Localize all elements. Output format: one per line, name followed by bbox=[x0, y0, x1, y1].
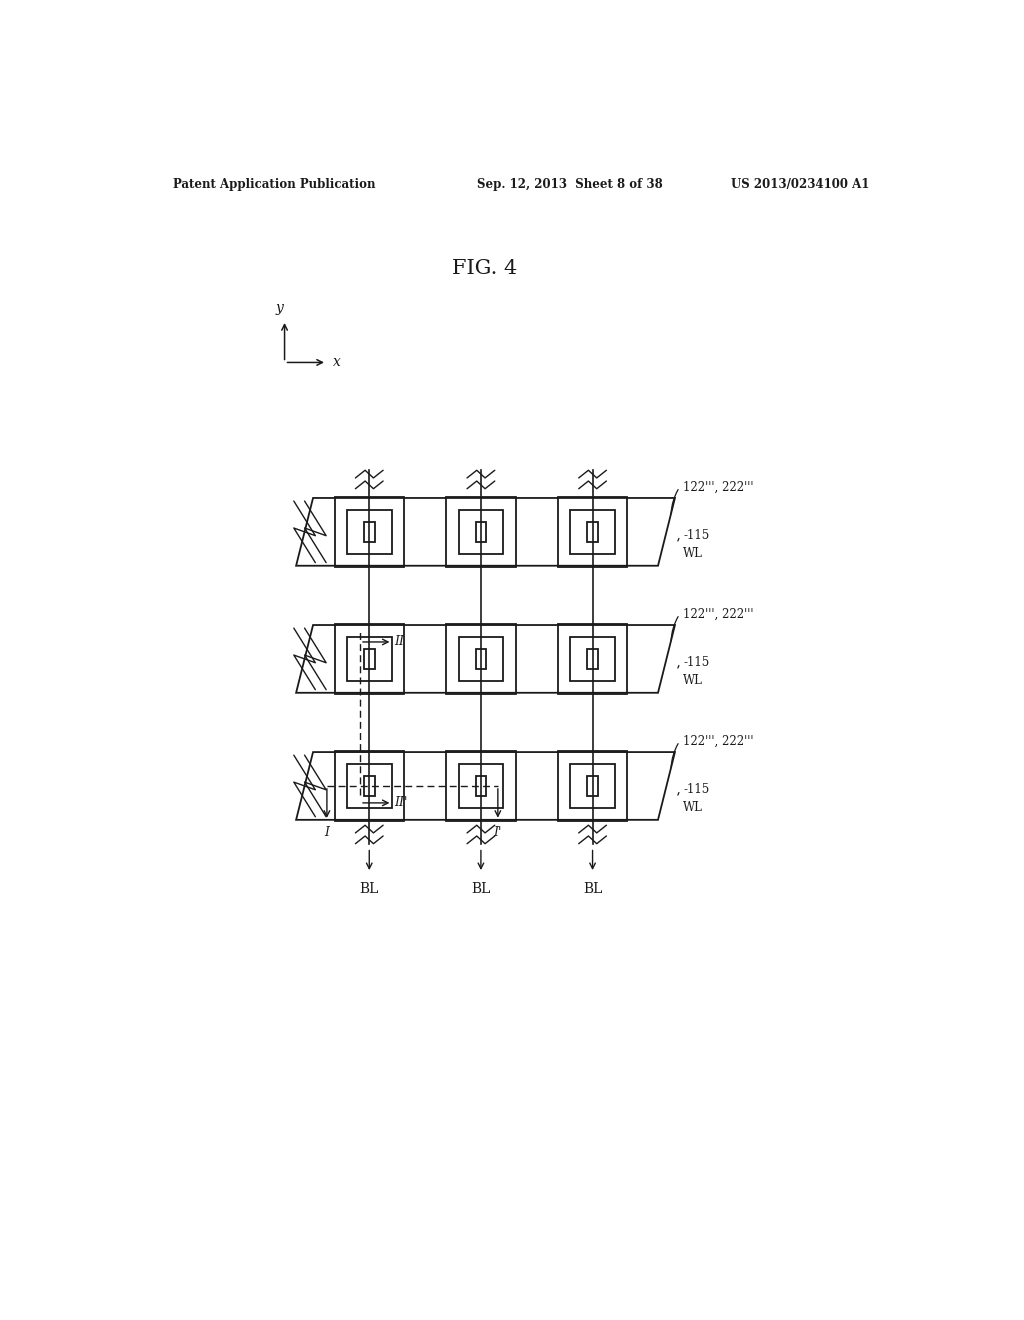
Text: WL: WL bbox=[683, 675, 703, 686]
Bar bbox=[587, 649, 598, 669]
Bar bbox=[475, 521, 486, 543]
Bar bbox=[558, 751, 628, 821]
Text: WL: WL bbox=[683, 801, 703, 814]
Text: BL: BL bbox=[471, 882, 490, 896]
Bar bbox=[587, 776, 598, 796]
Bar bbox=[335, 751, 403, 821]
Text: 122''', 222''': 122''', 222''' bbox=[683, 607, 754, 620]
Text: I: I bbox=[325, 826, 330, 840]
Bar bbox=[570, 510, 614, 554]
Text: x: x bbox=[333, 355, 341, 370]
Bar bbox=[335, 498, 403, 566]
Text: -115: -115 bbox=[683, 783, 710, 796]
Text: -115: -115 bbox=[683, 529, 710, 543]
Bar bbox=[335, 624, 403, 693]
Text: FIG. 4: FIG. 4 bbox=[453, 259, 517, 277]
Bar bbox=[475, 649, 486, 669]
Bar bbox=[446, 624, 515, 693]
Bar bbox=[459, 763, 503, 808]
Bar bbox=[347, 763, 391, 808]
Bar bbox=[364, 521, 375, 543]
Bar bbox=[558, 498, 628, 566]
Text: -115: -115 bbox=[683, 656, 710, 669]
Bar bbox=[459, 510, 503, 554]
Bar bbox=[364, 776, 375, 796]
Text: 122''', 222''': 122''', 222''' bbox=[683, 480, 754, 494]
Bar bbox=[347, 636, 391, 681]
Text: I': I' bbox=[494, 826, 502, 840]
Text: BL: BL bbox=[359, 882, 379, 896]
Bar bbox=[459, 636, 503, 681]
Text: Sep. 12, 2013  Sheet 8 of 38: Sep. 12, 2013 Sheet 8 of 38 bbox=[477, 178, 663, 190]
Text: Patent Application Publication: Patent Application Publication bbox=[173, 178, 376, 190]
Text: II: II bbox=[394, 635, 403, 648]
Text: WL: WL bbox=[683, 546, 703, 560]
Bar bbox=[446, 751, 515, 821]
Bar bbox=[570, 763, 614, 808]
Bar bbox=[347, 510, 391, 554]
Bar bbox=[475, 776, 486, 796]
Bar bbox=[587, 521, 598, 543]
Bar bbox=[364, 649, 375, 669]
Text: y: y bbox=[275, 301, 283, 314]
Bar bbox=[570, 636, 614, 681]
Text: 122''', 222''': 122''', 222''' bbox=[683, 735, 754, 748]
Text: II': II' bbox=[394, 796, 408, 809]
Bar bbox=[558, 624, 628, 693]
Bar bbox=[446, 498, 515, 566]
Text: US 2013/0234100 A1: US 2013/0234100 A1 bbox=[731, 178, 869, 190]
Text: BL: BL bbox=[583, 882, 602, 896]
